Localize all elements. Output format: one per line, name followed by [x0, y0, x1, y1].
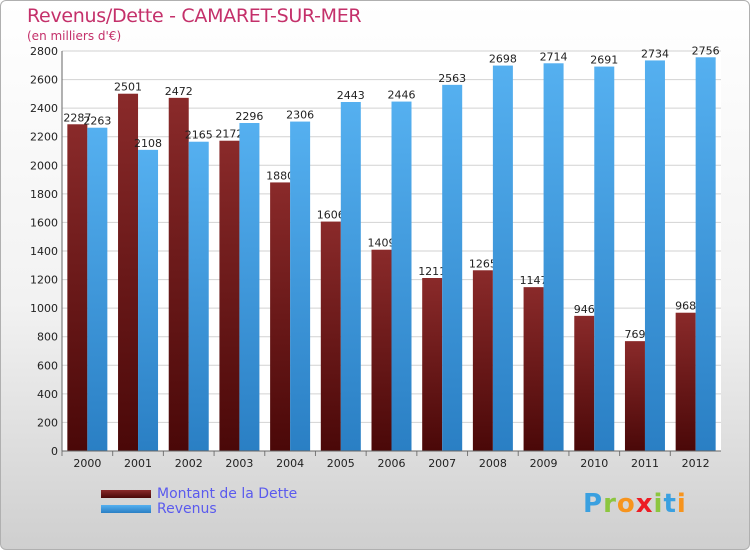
y-tick-label: 2200 [30, 131, 58, 144]
logo-letter: o [616, 489, 636, 519]
y-tick-label: 400 [37, 388, 58, 401]
bar-dette [574, 315, 595, 451]
bar-revenus [391, 101, 412, 452]
logo-letter: t [663, 489, 677, 519]
bar-revenus [340, 102, 361, 451]
bar-dette [624, 341, 645, 451]
x-tick-label: 2005 [327, 457, 355, 470]
bar-dette [472, 270, 493, 451]
x-tick-label: 2002 [175, 457, 203, 470]
data-label-revenus: 2263 [83, 115, 111, 128]
x-tick-label: 2010 [580, 457, 608, 470]
bar-revenus [188, 141, 209, 451]
x-tick-label: 2012 [682, 457, 710, 470]
data-label-revenus: 2443 [337, 89, 365, 102]
logo-letter: P [583, 489, 604, 519]
data-label-dette: 1211 [418, 265, 446, 278]
bar-revenus [138, 149, 159, 451]
x-tick-label: 2008 [479, 457, 507, 470]
data-label-dette: 1606 [317, 209, 345, 222]
y-tick-label: 2000 [30, 159, 58, 172]
bar-revenus [290, 121, 311, 452]
data-label-dette: 2501 [114, 81, 142, 94]
logo-letter: i [676, 489, 687, 519]
proxiti-logo: Proxiti [583, 489, 687, 519]
data-label-revenus: 2698 [489, 53, 517, 66]
chart-title: Revenus/Dette - CAMARET-SUR-MER [27, 5, 362, 27]
legend-swatch-dette [101, 490, 151, 498]
data-label-revenus: 2306 [286, 109, 314, 122]
bar-revenus [644, 60, 665, 452]
x-tick-label: 2011 [631, 457, 659, 470]
legend-label-dette: Montant de la Dette [157, 486, 298, 502]
y-tick-label: 1000 [30, 302, 58, 315]
bar-dette [320, 221, 341, 451]
x-tick-label: 2003 [225, 457, 253, 470]
data-label-revenus: 2165 [185, 129, 213, 142]
data-label-revenus: 2734 [641, 47, 669, 60]
bar-revenus [543, 63, 564, 452]
x-tick-label: 2001 [124, 457, 152, 470]
bar-revenus [87, 127, 108, 451]
legend-swatch-revenus [101, 505, 151, 513]
bar-dette [67, 124, 88, 452]
bar-revenus [492, 65, 513, 452]
y-tick-label: 2800 [30, 45, 58, 58]
logo-letter: i [653, 489, 664, 519]
data-label-dette: 2172 [215, 128, 243, 141]
data-label-dette: 1880 [266, 169, 294, 182]
bar-revenus [239, 123, 260, 451]
bar-dette [523, 287, 544, 451]
data-label-revenus: 2446 [388, 89, 416, 102]
bar-dette [219, 140, 240, 451]
bar-dette [371, 249, 392, 451]
y-tick-label: 800 [37, 331, 58, 344]
x-tick-label: 2004 [276, 457, 304, 470]
x-tick-label: 2000 [73, 457, 101, 470]
x-tick-label: 2006 [378, 457, 406, 470]
bar-revenus [695, 57, 716, 452]
logo-letter: x [635, 489, 654, 519]
data-label-dette: 946 [574, 303, 595, 316]
data-label-dette: 2287 [63, 111, 91, 124]
data-label-revenus: 2296 [235, 110, 263, 123]
y-tick-label: 1600 [30, 216, 58, 229]
data-label-revenus: 2108 [134, 137, 162, 150]
logo-letter: r [603, 489, 617, 519]
data-label-revenus: 2714 [540, 50, 568, 63]
data-label-dette: 1409 [368, 237, 396, 250]
data-label-dette: 968 [675, 300, 696, 313]
bar-revenus [594, 66, 615, 452]
y-tick-label: 200 [37, 416, 58, 429]
data-label-dette: 769 [624, 328, 645, 341]
bar-dette [675, 312, 696, 451]
y-tick-label: 1800 [30, 188, 58, 201]
y-tick-label: 1200 [30, 274, 58, 287]
data-label-revenus: 2563 [438, 72, 466, 85]
bar-dette [422, 278, 443, 451]
chart-subtitle: (en milliers d'€) [27, 29, 122, 43]
x-tick-label: 2007 [428, 457, 456, 470]
x-tick-label: 2009 [530, 457, 558, 470]
data-label-dette: 1265 [469, 257, 497, 270]
y-tick-label: 2600 [30, 74, 58, 87]
bar-revenus [442, 84, 463, 451]
y-tick-label: 0 [51, 445, 58, 458]
bar-dette [168, 97, 189, 451]
data-label-dette: 1147 [520, 274, 548, 287]
y-tick-label: 600 [37, 359, 58, 372]
data-label-revenus: 2756 [692, 44, 720, 57]
data-label-dette: 2472 [165, 85, 193, 98]
bar-dette [118, 93, 139, 451]
y-tick-label: 2400 [30, 102, 58, 115]
bar-dette [270, 182, 291, 451]
y-tick-label: 1400 [30, 245, 58, 258]
data-label-revenus: 2691 [590, 54, 618, 67]
legend-label-revenus: Revenus [157, 501, 217, 517]
